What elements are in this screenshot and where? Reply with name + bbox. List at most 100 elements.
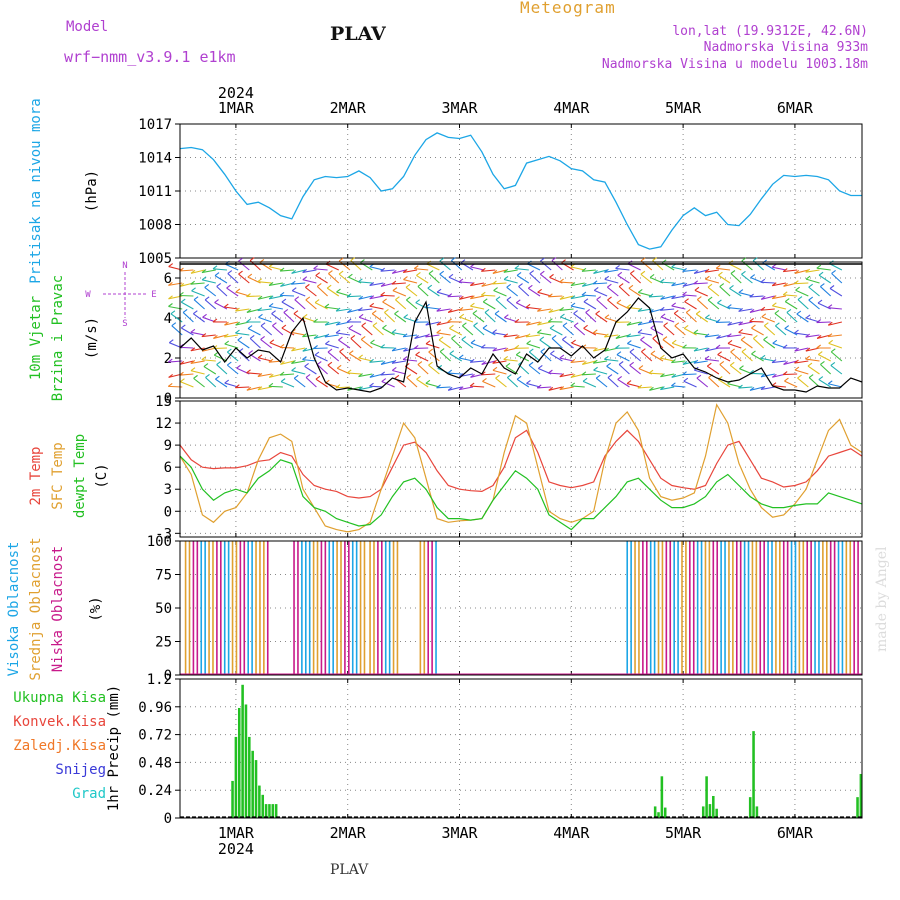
- wind-arrow: [629, 351, 641, 362]
- wind-arrow-head: [537, 329, 542, 334]
- wind-arrow-head: [481, 282, 487, 287]
- wind-arrow: [604, 334, 619, 338]
- wind-arrow: [660, 316, 675, 323]
- wind-arrow: [238, 351, 250, 362]
- wind-arrow: [257, 295, 272, 300]
- wind-arrow-head: [358, 373, 363, 377]
- wind-arrow-head: [760, 373, 766, 378]
- wind-arrow-head: [797, 374, 802, 379]
- wind-arrow: [831, 273, 843, 284]
- wind-arrow-head: [817, 351, 823, 355]
- wind-arrow: [216, 364, 228, 375]
- precip-bar: [715, 808, 718, 818]
- wind-arrow: [751, 327, 764, 336]
- wind-arrow-head: [637, 288, 643, 293]
- wind-arrow-head: [715, 264, 721, 269]
- wind-arrow-head: [235, 288, 241, 293]
- wind-arrow-head: [391, 280, 397, 285]
- temp-ylabel-sfc: SFC Temp: [50, 442, 66, 509]
- wind-arrow-head: [794, 270, 800, 274]
- wind-arrow: [358, 386, 373, 391]
- wind-arrow-head: [582, 360, 587, 365]
- wind-arrow-head: [257, 307, 263, 312]
- wind-arrow: [372, 325, 384, 336]
- wind-arrow: [518, 286, 530, 297]
- wind-arrow-head: [693, 329, 699, 334]
- wind-arrow-head: [384, 309, 389, 313]
- wind-arrow: [660, 281, 675, 284]
- wind-arrow-head: [447, 369, 453, 374]
- wind-arrow: [671, 360, 686, 364]
- wind-arrow: [316, 286, 328, 297]
- wind-arrow: [738, 386, 753, 389]
- wind-arrow: [458, 308, 473, 312]
- wind-arrow-head: [304, 363, 309, 367]
- temp-ylabel-dewpt: dewpt Temp: [72, 434, 88, 518]
- wind-arrow: [202, 279, 216, 284]
- wind-arrow: [179, 294, 194, 297]
- wind-arrow: [215, 378, 228, 388]
- wind-arrow: [257, 386, 272, 391]
- wind-arrow: [472, 313, 485, 323]
- wind-arrow-head: [382, 324, 387, 329]
- wind-arrow: [257, 373, 272, 378]
- wind-arrow: [638, 291, 652, 297]
- wind-arrow-head: [280, 282, 285, 287]
- wind-arrow-head: [818, 376, 824, 381]
- wind-arrow-head: [272, 322, 277, 327]
- wind-arrow-head: [214, 299, 219, 303]
- wind-arrow: [593, 369, 608, 375]
- wind-arrow-head: [224, 340, 230, 345]
- wind-arrow: [727, 321, 742, 326]
- wind-arrow: [570, 360, 585, 363]
- wind-arrow-head: [338, 257, 344, 262]
- wind-arrow-head: [741, 348, 747, 353]
- y-tick-label: 0: [164, 391, 172, 407]
- wind-arrow: [582, 360, 597, 365]
- precip-bar: [258, 785, 261, 818]
- wind-arrow: [428, 351, 440, 362]
- wind-arrow: [772, 305, 787, 310]
- wind-arrow-head: [324, 321, 330, 326]
- wind-arrow: [280, 269, 295, 272]
- wind-arrow: [347, 372, 362, 375]
- wind-arrow-head: [470, 339, 476, 344]
- wind-arrow-head: [473, 322, 478, 327]
- panel-wind: 0 2 4 6: [164, 262, 862, 407]
- wind-arrow: [260, 325, 273, 336]
- wind-arrow: [369, 305, 384, 310]
- precip-legend-2: Zaledj.Kisa: [13, 738, 106, 754]
- wind-arrow-head: [182, 309, 188, 313]
- wind-arrow: [640, 273, 653, 284]
- wind-arrow-head: [168, 295, 173, 300]
- wind-arrow: [224, 334, 239, 338]
- precip-bar: [708, 804, 712, 818]
- wind-arrow: [439, 260, 451, 271]
- wind-arrow-head: [179, 282, 185, 287]
- wind-arrow-head: [358, 386, 363, 391]
- wind-arrow: [237, 339, 250, 349]
- wind-arrow-head: [503, 347, 509, 352]
- wind-arrow-head: [168, 281, 173, 286]
- wind-arrow: [751, 353, 764, 362]
- wind-arrow-head: [562, 322, 568, 327]
- wind-arrow: [425, 306, 440, 310]
- wind-arrow-head: [637, 384, 643, 389]
- wind-arrow: [828, 321, 843, 326]
- wind-arrow-head: [358, 307, 363, 311]
- wind-arrow: [705, 317, 720, 323]
- wind-arrow-head: [559, 373, 565, 378]
- wind-arrow-head: [827, 321, 833, 326]
- wind-arrow: [727, 383, 742, 388]
- wind-arrow-head: [581, 291, 587, 296]
- wind-arrow: [660, 295, 675, 300]
- wind-arrow-head: [772, 339, 778, 344]
- wind-arrow-head: [503, 355, 509, 360]
- wind-arrow-head: [268, 373, 274, 378]
- wind-arrow-head: [202, 313, 207, 318]
- wind-arrow-head: [447, 318, 453, 323]
- wind-arrow: [426, 263, 440, 271]
- wind-arrow: [493, 290, 507, 297]
- wind-arrow-head: [347, 309, 352, 313]
- temp-line-sfc: [179, 403, 863, 533]
